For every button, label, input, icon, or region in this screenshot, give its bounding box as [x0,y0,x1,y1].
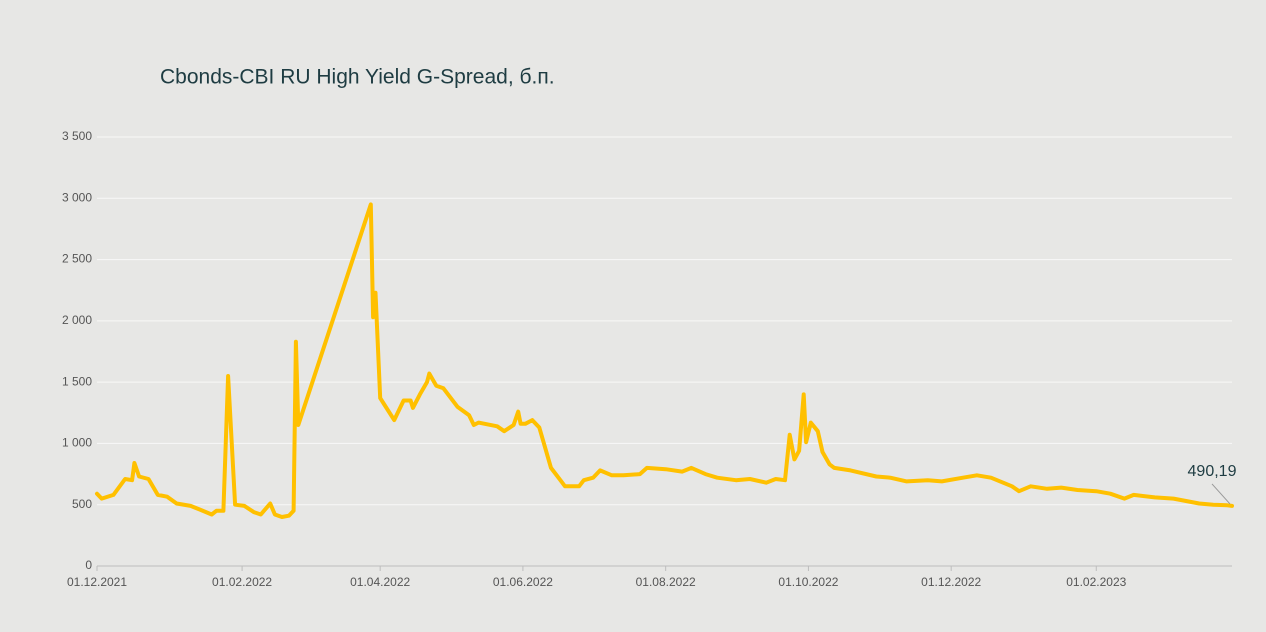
x-tick-label: 01.08.2022 [636,575,696,589]
line-series [95,202,1234,519]
y-tick-label: 0 [85,558,92,572]
x-tick-label: 01.06.2022 [493,575,553,589]
chart-title: Cbonds-CBI RU High Yield G-Spread, б.п. [160,66,555,89]
x-tick-label: 01.02.2022 [212,575,272,589]
label-leader [1211,483,1231,505]
y-tick-label: 3 000 [62,190,92,204]
y-tick-label: 1 500 [62,374,92,388]
y-tick-label: 500 [72,497,92,511]
value-label: 490,19 [1188,463,1237,480]
x-tick-label: 01.04.2022 [350,575,410,589]
y-tick-label: 2 500 [62,252,92,266]
x-tick-label: 01.12.2022 [921,575,981,589]
x-tick-label: 01.02.2023 [1066,575,1126,589]
y-tick-label: 3 500 [62,129,92,143]
x-tick-label: 01.10.2022 [778,575,838,589]
x-tick-label: 01.12.2021 [67,575,127,589]
y-tick-label: 1 000 [62,436,92,450]
y-tick-label: 2 000 [62,313,92,327]
